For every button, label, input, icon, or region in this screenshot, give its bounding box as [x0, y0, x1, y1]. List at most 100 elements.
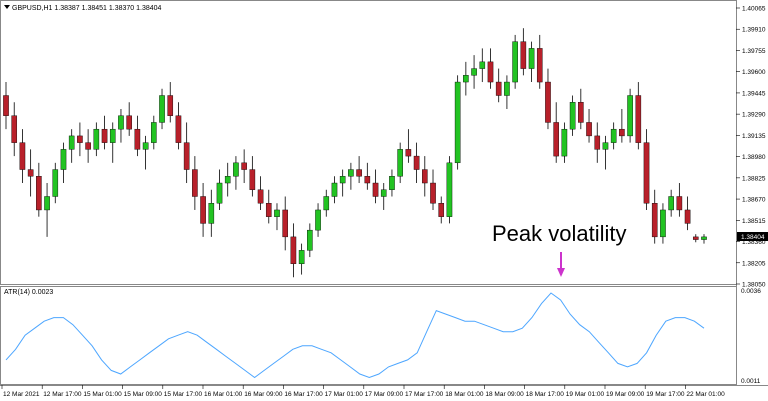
- candle: [36, 162, 42, 217]
- arrow-down-icon: [557, 252, 565, 277]
- candle: [19, 129, 26, 184]
- indicator-panel[interactable]: [0, 286, 737, 385]
- atr-line: [5, 292, 705, 379]
- candle: [323, 189, 330, 217]
- time-label: 17 Mar 09:00: [365, 391, 404, 398]
- price-label: 1.39755: [742, 48, 766, 55]
- candle: [315, 203, 321, 237]
- candle: [348, 162, 354, 190]
- candle: [422, 156, 428, 197]
- time-label: 12 Mar 17:00: [43, 391, 82, 398]
- candle: [241, 149, 247, 184]
- candle: [668, 189, 674, 217]
- candle: [389, 169, 395, 197]
- candlestick-series: [3, 28, 707, 278]
- candle: [331, 176, 338, 204]
- current-price-label: 1.38404: [741, 234, 765, 241]
- candle: [60, 142, 67, 184]
- candle: [504, 75, 510, 109]
- candle: [446, 156, 453, 224]
- time-label: 16 Mar 01:00: [204, 391, 243, 398]
- candle: [594, 122, 601, 163]
- atr-max-label: 0.0036: [741, 288, 761, 295]
- candle: [265, 189, 272, 224]
- price-label: 1.38980: [742, 154, 766, 161]
- price-label: 1.39290: [742, 112, 766, 119]
- candle: [528, 41, 535, 83]
- candle: [487, 48, 494, 89]
- atr-label: ATR(14) 0.0023: [4, 289, 53, 296]
- candle: [479, 48, 486, 83]
- candle: [216, 169, 223, 210]
- candle: [660, 203, 666, 244]
- price-label: 1.39600: [742, 69, 766, 76]
- candle: [676, 183, 683, 217]
- candle: [249, 156, 256, 197]
- candle: [151, 115, 157, 150]
- candle: [192, 156, 198, 210]
- candle: [635, 82, 642, 150]
- candle: [200, 183, 206, 237]
- candle: [126, 102, 132, 136]
- time-label: 19 Mar 01:00: [566, 391, 605, 398]
- price-label: 1.38205: [742, 260, 766, 267]
- candle: [586, 108, 592, 143]
- atr-min-label: 0.0011: [741, 378, 761, 385]
- price-label: 1.39445: [742, 90, 766, 97]
- price-label: 1.40065: [742, 6, 766, 13]
- candle: [118, 108, 124, 143]
- candle: [520, 28, 527, 76]
- time-scale: 12 Mar 2021 12 Mar 17:00 15 Mar 01:00 15 Ma…: [1, 385, 725, 398]
- peak-volatility-annotation: Peak volatility: [492, 221, 627, 246]
- time-label: 15 Mar 01:00: [83, 391, 122, 398]
- candle: [495, 68, 502, 103]
- time-label: 17 Mar 17:00: [405, 391, 444, 398]
- candle: [553, 102, 559, 163]
- symbol-header-text: GBPUSD,H1 1.38387 1.38451 1.38370 1.3840…: [12, 5, 162, 12]
- candle: [430, 169, 436, 210]
- price-label: 1.39910: [742, 27, 766, 34]
- candle: [167, 82, 174, 123]
- candle: [257, 176, 264, 210]
- candle: [44, 183, 50, 237]
- price-scale: 1.40065 1.39910 1.39755 1.39600 1.39445 1.392…: [736, 6, 766, 289]
- price-label: 1.39135: [742, 133, 766, 140]
- time-label: 15 Mar 09:00: [124, 391, 163, 398]
- candle: [512, 34, 518, 89]
- time-label: 22 Mar 01:00: [686, 391, 725, 398]
- candle: [578, 88, 584, 130]
- price-label: 1.38670: [742, 197, 766, 204]
- candle: [134, 115, 141, 157]
- candle: [701, 234, 707, 244]
- time-label: 17 Mar 01:00: [325, 391, 364, 398]
- candle: [224, 162, 231, 197]
- candle: [298, 243, 305, 275]
- candle: [684, 196, 691, 231]
- symbol-header: GBPUSD,H1 1.38387 1.38451 1.38370 1.3840…: [4, 5, 162, 12]
- time-label: 16 Mar 09:00: [244, 391, 283, 398]
- time-label: 16 Mar 17:00: [284, 391, 323, 398]
- time-label: 15 Mar 17:00: [164, 391, 203, 398]
- candle: [364, 162, 371, 190]
- candle: [610, 122, 617, 150]
- candle: [561, 122, 568, 163]
- current-price-marker: 1.38404: [737, 232, 768, 241]
- candle: [413, 142, 420, 184]
- price-label: 1.38515: [742, 218, 766, 225]
- price-label: 1.38360: [742, 239, 766, 246]
- triangle-down-icon[interactable]: [4, 5, 10, 9]
- time-label: 18 Mar 09:00: [485, 391, 524, 398]
- candle: [545, 68, 551, 130]
- candle: [68, 129, 75, 163]
- candle: [651, 189, 658, 244]
- candle: [471, 55, 477, 89]
- time-label: 18 Mar 17:00: [526, 391, 565, 398]
- candle: [307, 223, 313, 258]
- candle: [11, 102, 18, 157]
- candle: [274, 203, 280, 231]
- time-label: 12 Mar 2021: [3, 391, 40, 398]
- candle: [183, 122, 190, 184]
- candle: [85, 129, 91, 163]
- candle: [692, 234, 699, 243]
